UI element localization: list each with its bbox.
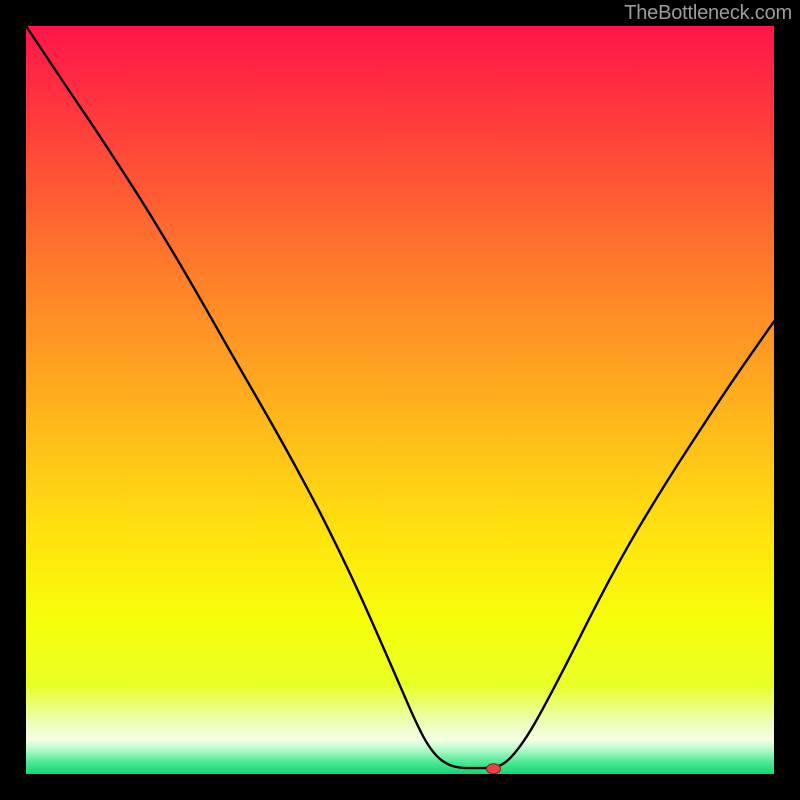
watermark-text: TheBottleneck.com xyxy=(624,2,792,25)
plot-area xyxy=(26,26,774,774)
chart-container: TheBottleneck.com xyxy=(0,0,800,800)
optimum-marker xyxy=(487,764,501,774)
bottleneck-curve xyxy=(26,26,774,768)
chart-overlay xyxy=(26,26,774,774)
